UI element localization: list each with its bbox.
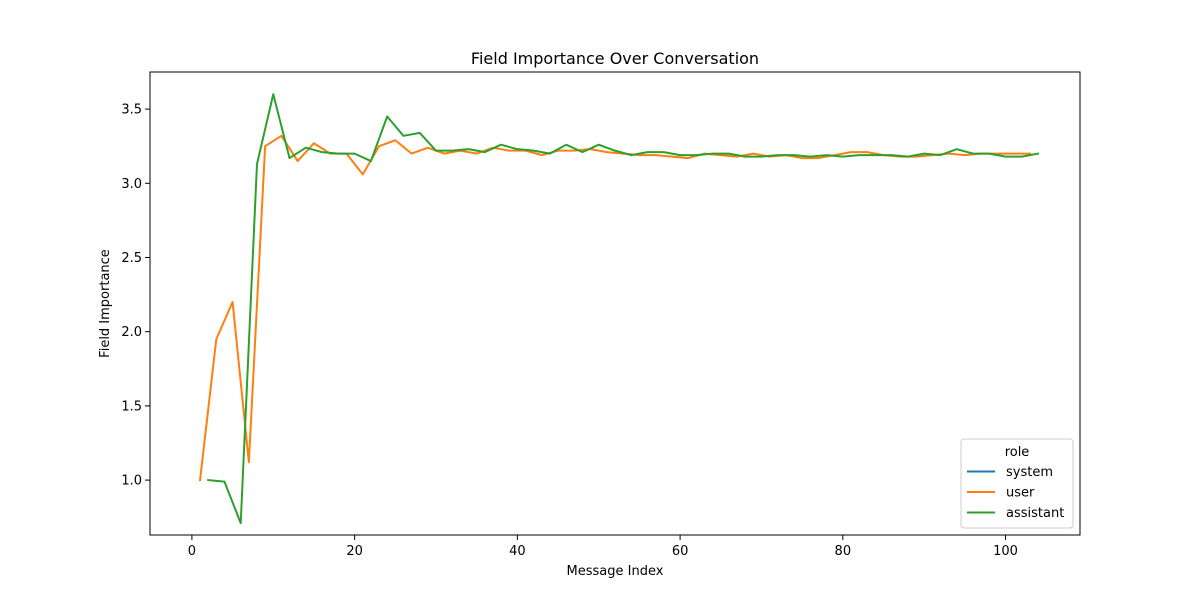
x-axis: 0 20 40 60 80 100: [188, 535, 1018, 559]
y-axis-label: Field Importance: [98, 249, 113, 358]
x-tick-label: 20: [346, 544, 363, 559]
legend: role system user assistant: [960, 438, 1074, 529]
y-tick-label: 2.5: [121, 251, 142, 266]
plot-area: [149, 71, 1081, 536]
legend-label-assistant: assistant: [1006, 506, 1064, 521]
legend-label-user: user: [1006, 486, 1035, 501]
y-tick-label: 3.0: [121, 177, 142, 192]
y-tick-label: 3.5: [121, 103, 142, 118]
legend-title: role: [1005, 445, 1030, 460]
y-axis: 1.0 1.5 2.0 2.5 3.0 3.5: [121, 103, 150, 489]
chart-title: Field Importance Over Conversation: [471, 49, 759, 68]
x-axis-label: Message Index: [567, 564, 664, 579]
y-tick-label: 1.5: [121, 399, 142, 414]
x-tick-label: 0: [188, 544, 196, 559]
legend-box: [960, 438, 1074, 529]
legend-label-system: system: [1006, 465, 1053, 480]
series-layer: [198, 93, 1040, 525]
y-tick-label: 1.0: [121, 474, 142, 489]
axes-frame: [149, 71, 1081, 536]
y-tick-label: 2.0: [121, 325, 142, 340]
series-line-assistant: [207, 93, 1040, 525]
x-tick-label: 100: [993, 544, 1018, 559]
x-tick-label: 60: [672, 544, 689, 559]
x-tick-label: 40: [509, 544, 526, 559]
x-tick-label: 80: [835, 544, 852, 559]
